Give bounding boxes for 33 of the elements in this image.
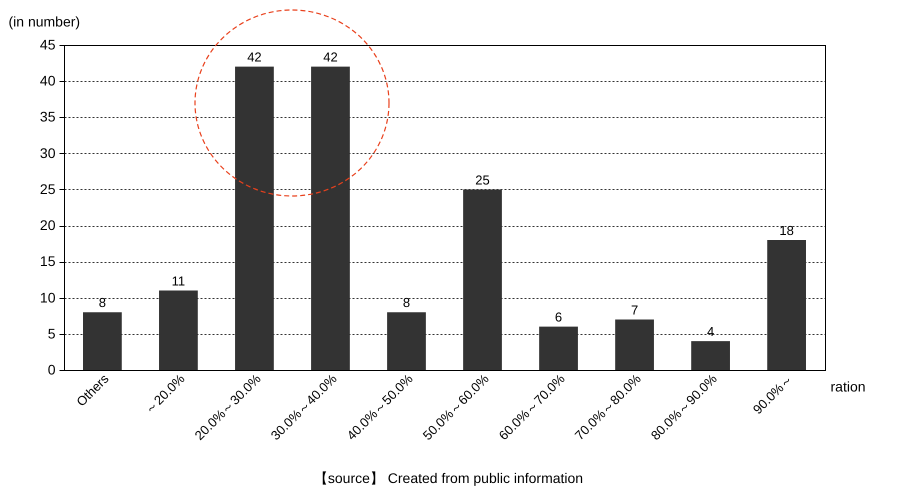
data-label: 6 [554, 310, 562, 325]
y-tick-label: 35 [40, 108, 56, 125]
y-tick-label: 0 [48, 362, 56, 378]
data-label: 8 [98, 295, 106, 310]
bar [387, 312, 426, 370]
data-label: 8 [402, 295, 410, 310]
data-label: 42 [323, 50, 338, 65]
y-tick-label: 10 [40, 289, 56, 306]
data-label: 11 [172, 274, 186, 289]
text: 【source】 Created from public information [312, 470, 584, 488]
y-tick-label: 45 [40, 36, 56, 52]
bar [235, 66, 274, 370]
bar [83, 312, 122, 370]
y-tick-label: 30 [40, 144, 56, 161]
bar [159, 290, 198, 370]
data-label: 42 [247, 50, 262, 65]
bar [539, 326, 578, 370]
bar [463, 189, 502, 370]
bar [311, 66, 350, 370]
data-label: 25 [475, 172, 490, 188]
bar [767, 240, 806, 370]
data-label: 18 [779, 223, 794, 238]
y-tick-label: 25 [40, 180, 56, 197]
bar [691, 341, 730, 370]
data-label: 4 [706, 324, 714, 340]
data-label: 7 [630, 302, 638, 318]
y-tick-label: 15 [40, 253, 56, 270]
y-tick-label: 5 [48, 325, 56, 342]
y-tick-label: 40 [40, 72, 56, 89]
y-axis-title: (in number) [8, 14, 80, 30]
y-tick-label: 20 [40, 217, 56, 234]
x-axis-title: ration [830, 378, 866, 394]
bar [615, 319, 654, 370]
